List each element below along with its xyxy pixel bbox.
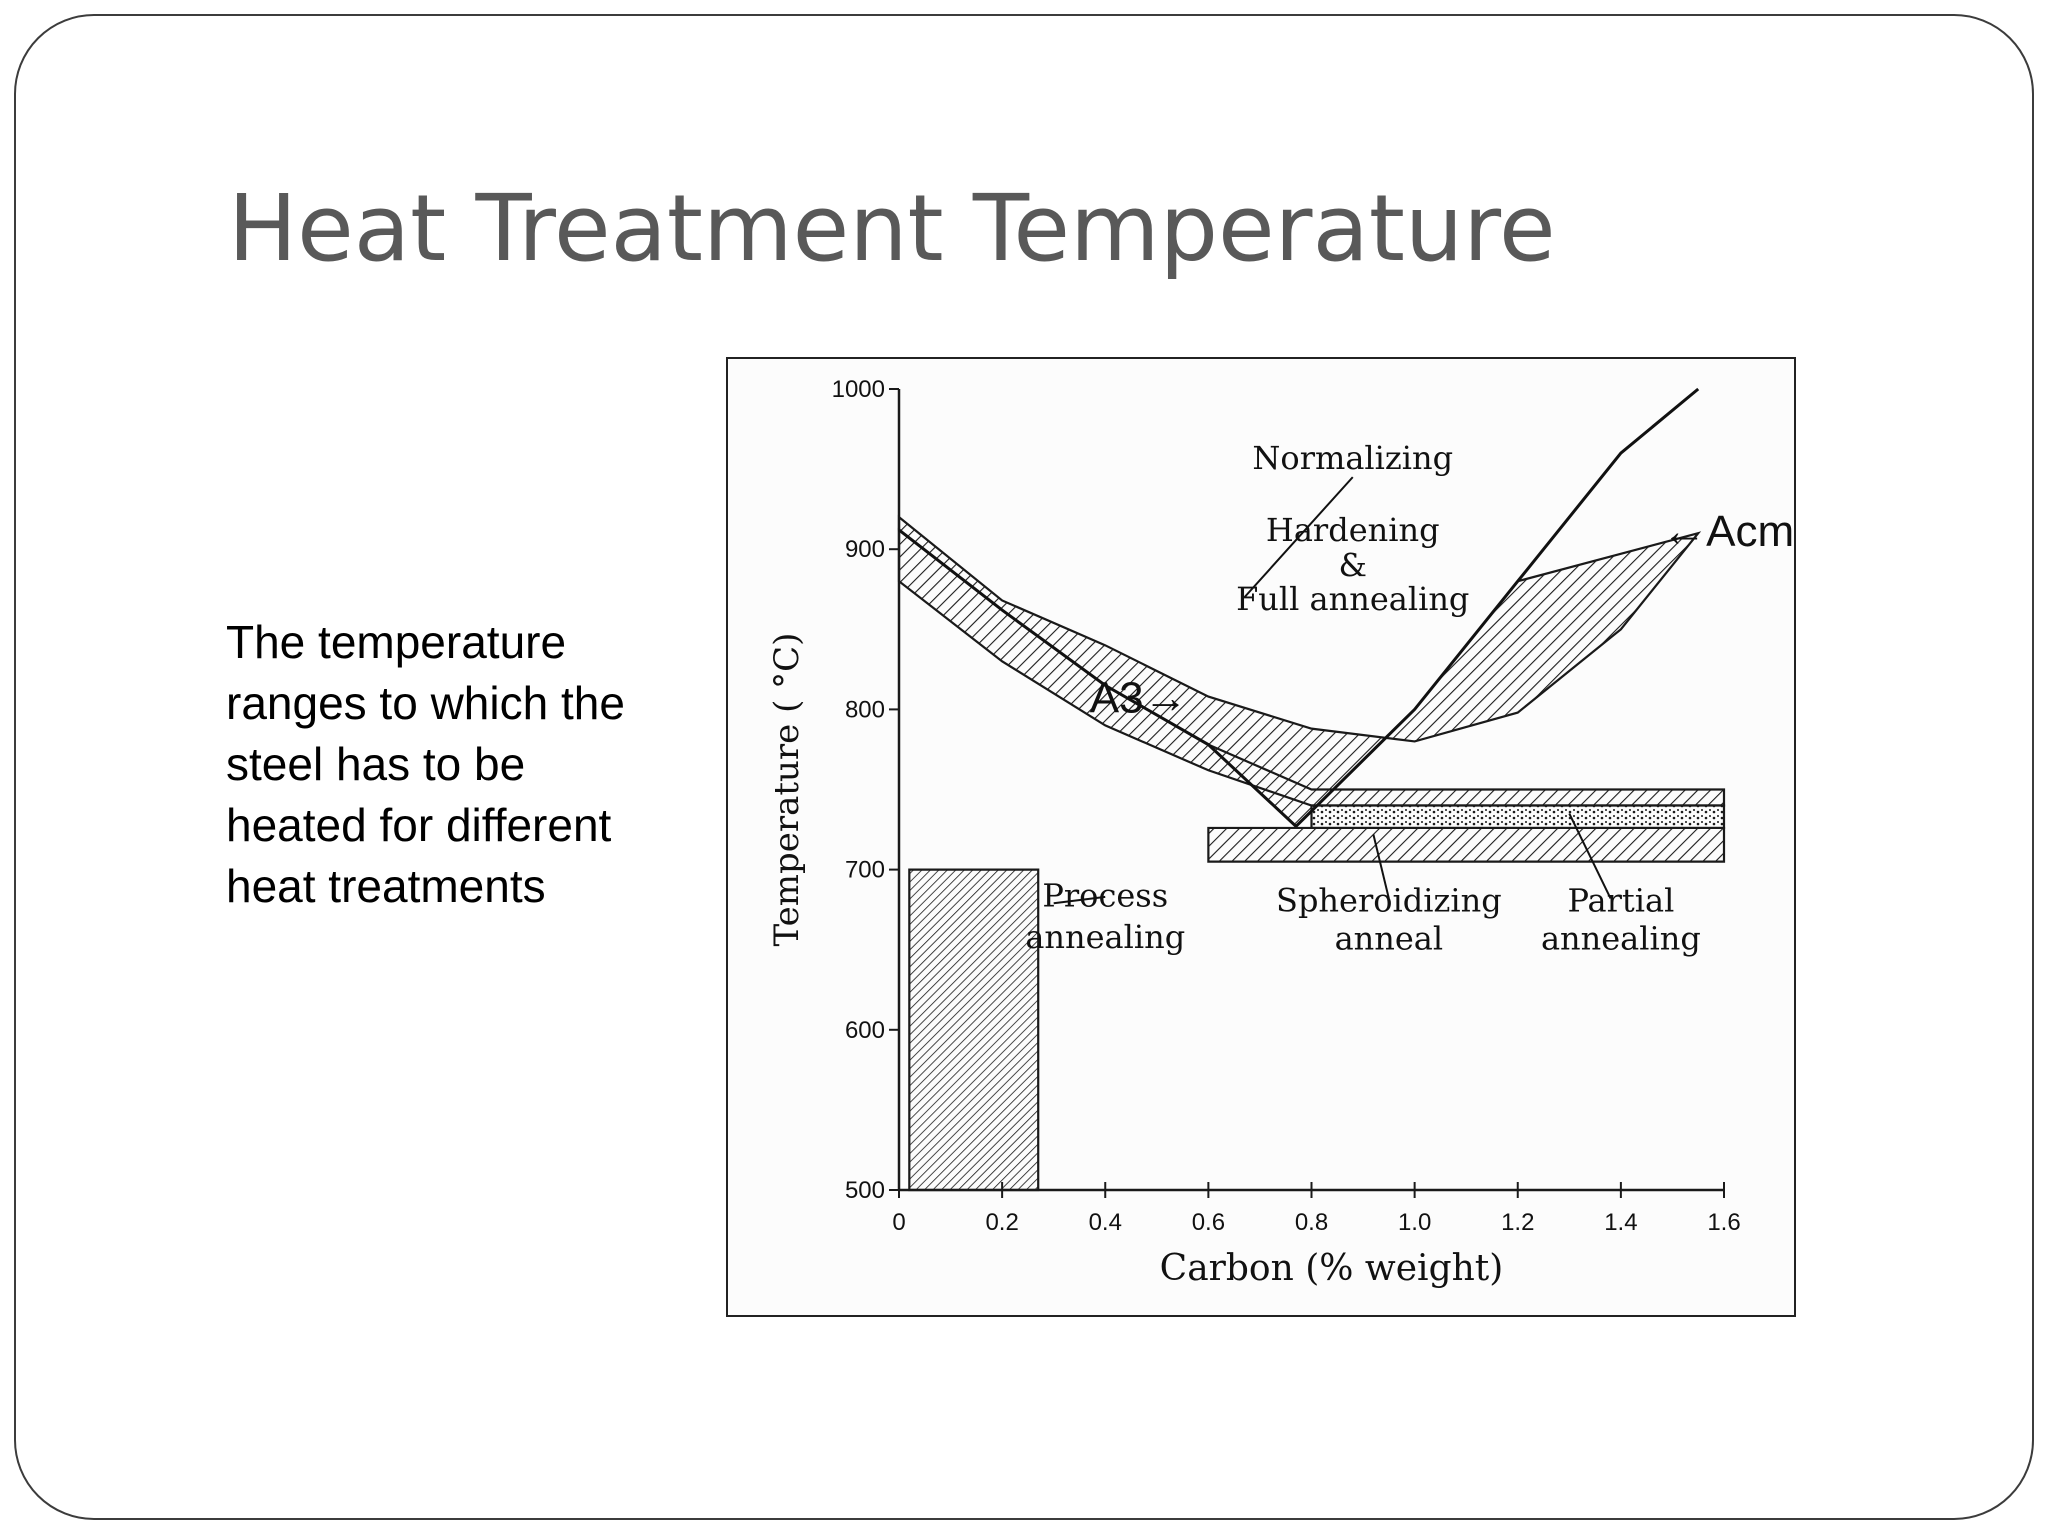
heat-treatment-chart: 500 600 700 800 900 1000 0 0.2 0.4 0.6 0.8 1.0 1.2 1.…	[726, 357, 1796, 1317]
region-partial-annealing	[1207, 826, 1726, 863]
annotation-full-annealing: Full annealing	[1236, 580, 1469, 618]
line-acm	[1294, 387, 1700, 828]
x-axis-label: Carbon (% weight)	[1160, 1248, 1504, 1289]
annotation-spheroidizing: Spheroidizing	[1276, 881, 1502, 919]
y-tick-label: 600	[845, 1017, 885, 1044]
y-tick-label: 700	[845, 857, 885, 884]
annotation-leader	[1053, 895, 1106, 905]
body-line: heated for different	[226, 799, 612, 851]
annotation-acm: ←Acm	[1662, 507, 1794, 556]
chart-svg: 500 600 700 800 900 1000 0 0.2 0.4 0.6 0.8 1.0 1.2 1.…	[767, 376, 1794, 1289]
annotation-leader	[1568, 813, 1612, 899]
x-tick-label: 0.8	[1295, 1209, 1328, 1236]
x-tick-label: 0.2	[985, 1209, 1018, 1236]
x-tick-label: 0	[892, 1209, 905, 1236]
body-line: The temperature	[226, 616, 567, 668]
body-line: ranges to which the	[226, 677, 625, 729]
annotation-leader	[1372, 834, 1390, 899]
annotation-: &	[1339, 546, 1367, 584]
x-tick-label: 1.6	[1707, 1209, 1740, 1236]
region-spheroidizing-anneal	[1310, 804, 1726, 830]
x-tick-label: 0.4	[1089, 1209, 1122, 1236]
annotation-annealing: annealing	[1541, 920, 1701, 958]
y-axis-label: Temperature ( °C)	[767, 633, 807, 947]
annotation-leader	[1243, 476, 1354, 598]
y-tick-label: 500	[845, 1177, 885, 1204]
y-tick-label: 1000	[832, 376, 885, 403]
x-tick-label: 1.0	[1398, 1209, 1431, 1236]
y-tick-label: 800	[845, 696, 885, 723]
body-line: steel has to be	[226, 738, 526, 790]
annotation-anneal: anneal	[1335, 920, 1444, 958]
annotation-normalizing: Normalizing	[1252, 439, 1453, 477]
body-text: The temperature ranges to which the stee…	[226, 612, 696, 917]
x-tick-label: 1.4	[1604, 1209, 1637, 1236]
annotation-partial: Partial	[1567, 881, 1674, 919]
annotation-a3: A3→	[1090, 674, 1188, 723]
annotation-hardening: Hardening	[1266, 511, 1440, 549]
body-line: heat treatments	[226, 860, 546, 912]
x-tick-label: 0.6	[1192, 1209, 1225, 1236]
slide-title: Heat Treatment Temperature	[228, 175, 1556, 282]
region-process-annealing	[908, 868, 1040, 1192]
x-tick-label: 1.2	[1501, 1209, 1534, 1236]
y-tick-label: 900	[845, 536, 885, 563]
annotation-annealing: annealing	[1025, 918, 1185, 956]
line-a3	[898, 528, 1298, 828]
annotation-process: Process	[1042, 876, 1168, 914]
